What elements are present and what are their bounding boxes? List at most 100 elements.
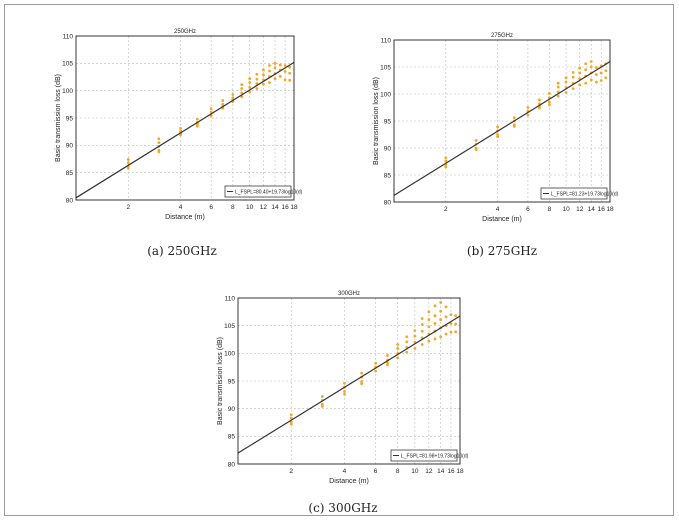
data-point (512, 116, 516, 120)
data-point (126, 161, 130, 165)
data-point (268, 81, 271, 84)
legend-text: L_FSPL=81.23+19.73log10(d) (551, 192, 619, 198)
data-point (564, 90, 568, 94)
x-tick-label: 2 (289, 468, 293, 475)
legend-text: L_FSPL=80.40+19.73log10(d) (235, 190, 303, 196)
data-point (578, 71, 582, 75)
data-point (420, 317, 424, 320)
y-tick-label: 105 (380, 64, 391, 71)
y-tick-label: 95 (384, 118, 392, 125)
data-point (538, 98, 541, 102)
data-point (454, 330, 458, 334)
data-point (433, 304, 437, 308)
x-tick-label: 14 (271, 204, 279, 211)
y-axis-label: Basic transmission loss (dB) (55, 74, 62, 162)
data-point (420, 329, 424, 333)
data-point (604, 76, 608, 80)
x-tick-label: 8 (548, 206, 552, 213)
data-point (564, 80, 568, 84)
data-point (386, 354, 389, 357)
data-point (360, 371, 364, 375)
data-point (589, 65, 593, 69)
data-point (374, 361, 378, 365)
data-point (420, 323, 424, 326)
y-tick-label: 95 (228, 378, 236, 385)
data-point (427, 325, 431, 329)
data-point (288, 65, 292, 69)
x-tick-label: 8 (231, 204, 235, 211)
x-tick-label: 16 (598, 206, 606, 213)
x-tick-label: 8 (396, 468, 400, 475)
data-point (288, 71, 292, 75)
data-point (255, 77, 259, 81)
y-tick-label: 100 (62, 88, 73, 95)
y-tick-label: 90 (384, 145, 392, 152)
x-tick-label: 12 (425, 468, 433, 475)
y-tick-label: 100 (224, 351, 235, 358)
data-point (526, 113, 530, 117)
data-point (289, 413, 293, 417)
data-point (221, 99, 225, 102)
chart-300ghz: 2 4 6 8 10 12 14 16 18 80 85 90 95 100 105 110 300GHz Dis… (217, 291, 469, 485)
legend-box (224, 185, 292, 198)
data-point (343, 381, 346, 385)
data-point (283, 78, 287, 82)
fit-line (75, 61, 295, 199)
data-point (248, 85, 252, 89)
data-point (126, 158, 130, 161)
data-point (157, 141, 161, 144)
x-tick-label: 12 (260, 204, 268, 211)
data-point (255, 72, 259, 76)
data-point (195, 124, 199, 128)
data-point (320, 395, 324, 398)
y-tick-label: 110 (381, 37, 392, 44)
data-point (578, 83, 582, 87)
data-point (584, 68, 588, 72)
axes-frame (237, 297, 461, 465)
legend-box (390, 449, 458, 462)
data-point (599, 71, 603, 75)
data-point (433, 337, 437, 341)
data-point (343, 390, 346, 393)
x-tick-label: 10 (411, 468, 419, 475)
data-point (278, 63, 282, 67)
x-tick-label: 2 (444, 206, 448, 213)
x-tick-label: 16 (281, 204, 289, 211)
data-point (255, 87, 259, 90)
data-point (360, 382, 364, 386)
data-point (283, 70, 287, 73)
chart-title: 250GHz (174, 29, 196, 35)
data-point (320, 402, 324, 406)
data-point (396, 346, 400, 350)
data-point (413, 334, 417, 338)
data-point (405, 335, 409, 339)
data-point (386, 361, 389, 365)
y-tick-label: 85 (66, 170, 74, 177)
data-point (496, 125, 499, 129)
data-point (454, 314, 458, 318)
data-point (474, 148, 478, 152)
y-axis-label: Basic transmission loss (dB) (217, 337, 224, 425)
data-point (571, 87, 575, 90)
data-point (288, 78, 292, 82)
data-point (604, 69, 608, 73)
y-tick-label: 95 (66, 115, 74, 122)
x-tick-label: 4 (496, 206, 500, 213)
data-point (209, 107, 213, 111)
data-point (594, 73, 598, 76)
chart-275ghz: 2 4 6 8 10 12 14 16 18 80 85 90 95 100 105 110 275GHz Dis… (373, 33, 619, 223)
data-point (396, 343, 400, 346)
data-point (427, 339, 431, 343)
data-point (262, 68, 265, 72)
x-tick-label: 14 (437, 468, 445, 475)
data-point (594, 66, 598, 69)
data-point (444, 156, 448, 160)
y-tick-label: 110 (63, 33, 74, 40)
y-tick-label: 90 (66, 143, 74, 150)
chart-title: 300GHz (338, 291, 360, 297)
data-point (195, 117, 199, 121)
data-point (439, 335, 443, 339)
data-point (289, 416, 293, 420)
data-point (454, 322, 458, 326)
data-point (578, 66, 582, 70)
